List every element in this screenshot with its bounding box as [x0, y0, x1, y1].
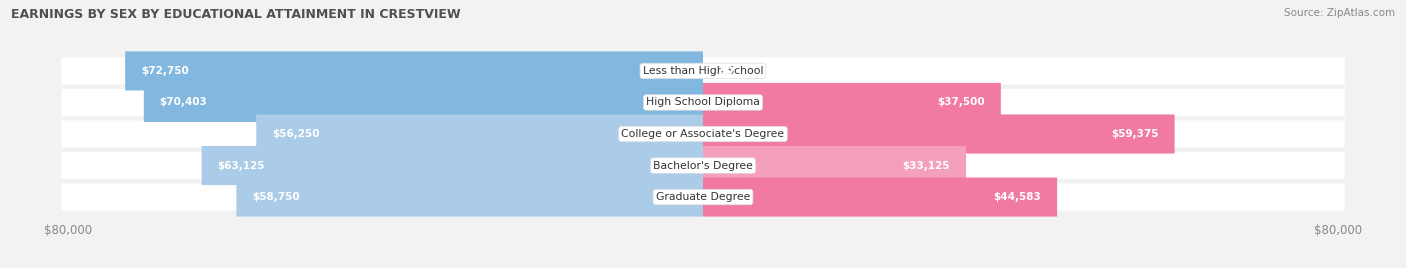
Text: EARNINGS BY SEX BY EDUCATIONAL ATTAINMENT IN CRESTVIEW: EARNINGS BY SEX BY EDUCATIONAL ATTAINMEN…	[11, 8, 461, 21]
Text: Source: ZipAtlas.com: Source: ZipAtlas.com	[1284, 8, 1395, 18]
Text: Graduate Degree: Graduate Degree	[655, 192, 751, 202]
Text: High School Diploma: High School Diploma	[647, 98, 759, 107]
Text: $37,500: $37,500	[938, 98, 986, 107]
FancyBboxPatch shape	[62, 89, 1344, 116]
FancyBboxPatch shape	[201, 146, 703, 185]
Text: $63,125: $63,125	[218, 161, 264, 170]
Text: $33,125: $33,125	[903, 161, 950, 170]
FancyBboxPatch shape	[256, 114, 703, 154]
FancyBboxPatch shape	[236, 177, 703, 217]
Text: $58,750: $58,750	[252, 192, 299, 202]
FancyBboxPatch shape	[62, 184, 1344, 211]
FancyBboxPatch shape	[703, 114, 1174, 154]
Text: Less than High School: Less than High School	[643, 66, 763, 76]
FancyBboxPatch shape	[125, 51, 703, 91]
FancyBboxPatch shape	[62, 120, 1344, 148]
FancyBboxPatch shape	[62, 57, 1344, 84]
Text: $72,750: $72,750	[141, 66, 188, 76]
Text: $0: $0	[718, 66, 734, 76]
Text: $44,583: $44,583	[994, 192, 1042, 202]
FancyBboxPatch shape	[703, 177, 1057, 217]
Text: $70,403: $70,403	[160, 98, 208, 107]
FancyBboxPatch shape	[62, 152, 1344, 179]
FancyBboxPatch shape	[703, 83, 1001, 122]
Text: $56,250: $56,250	[273, 129, 319, 139]
Text: Bachelor's Degree: Bachelor's Degree	[652, 161, 754, 170]
FancyBboxPatch shape	[143, 83, 703, 122]
Text: College or Associate's Degree: College or Associate's Degree	[621, 129, 785, 139]
Text: $59,375: $59,375	[1111, 129, 1159, 139]
FancyBboxPatch shape	[703, 146, 966, 185]
